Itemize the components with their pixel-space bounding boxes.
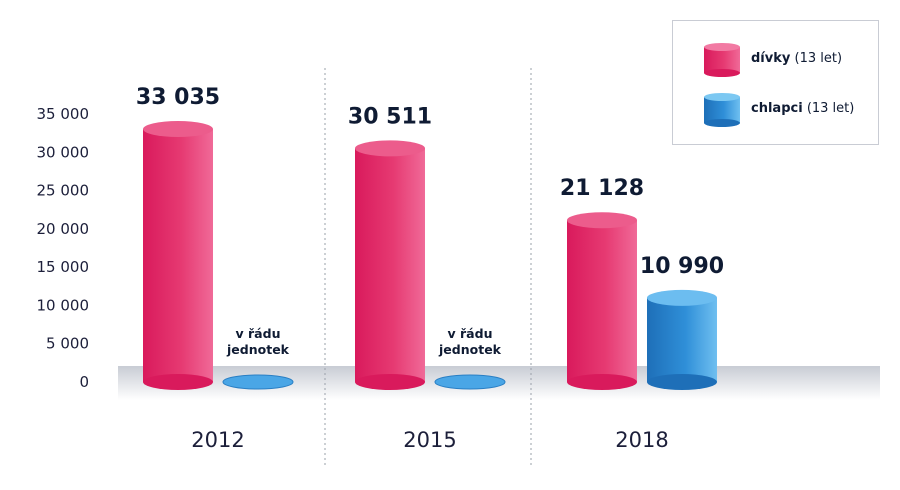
bar-chlapci-2012 [222,374,294,390]
bar-body [355,148,425,382]
value-label: 10 990 [640,254,724,279]
value-label: 33 035 [136,85,220,110]
bar-dívky-2018 [567,212,637,390]
legend-swatch-divky [704,43,740,77]
note-label: v řádu [448,326,493,341]
category-label: 2012 [191,428,244,452]
bar-dívky-2012 [143,121,213,390]
bar-dívky-2015 [355,140,425,390]
y-axis: 0 5 000 10 000 15 000 20 000 25 000 30 000 35 0… [37,105,90,391]
bar-chlapci-2018 [647,289,717,390]
y-tick-label: 20 000 [37,220,90,238]
legend-swatch-chlapci [704,93,740,127]
y-tick-label: 5 000 [46,335,89,353]
note-label: jednotek [226,342,290,357]
bar-body [647,297,717,382]
bar-top [355,140,425,157]
legend-label-chlapci: chlapci (13 let) [751,101,855,116]
y-tick-label: 10 000 [37,296,90,314]
legend-label-divky: dívky (13 let) [751,51,843,66]
y-tick-label: 30 000 [37,143,90,161]
bar-body [567,220,637,382]
bar-top [647,289,717,306]
y-tick-label: 35 000 [37,105,90,123]
note-label: v řádu [236,326,281,341]
value-label: 30 511 [348,104,432,129]
bar-chlapci-2015 [434,374,506,390]
bar-base [647,374,717,390]
bar-flat [222,374,294,390]
y-tick-label: 15 000 [37,258,90,276]
y-tick-label: 25 000 [37,182,90,200]
bar-top [143,121,213,138]
bars [143,121,717,390]
category-label: 2018 [615,428,668,452]
legend: dívky (13 let) chlapci (13 let) [672,20,879,145]
bar-flat [434,374,506,390]
bar-top [567,212,637,229]
value-label: 21 128 [560,176,644,201]
note-label: jednotek [438,342,502,357]
bar-body [143,129,213,382]
category-label: 2015 [403,428,456,452]
bar-base [143,374,213,390]
bar-base [355,374,425,390]
bar-base [567,374,637,390]
y-tick-label: 0 [79,373,89,391]
category-labels: 2012 2015 2018 [191,428,668,452]
